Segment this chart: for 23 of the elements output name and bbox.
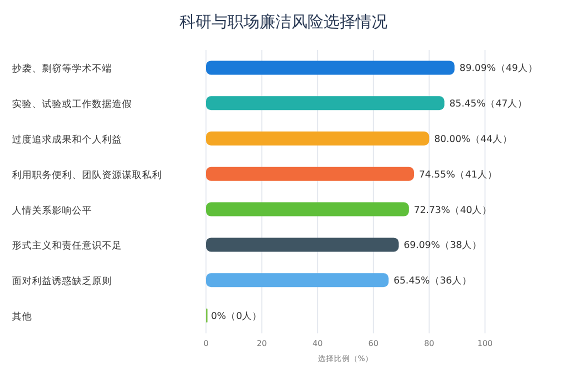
x-tick-label: 40 [312,339,323,348]
data-label: 0%（0人） [211,311,262,322]
data-label: 89.09%（49人） [460,63,538,74]
x-tick-label: 100 [477,339,493,348]
x-tick-label: 80 [424,339,434,348]
chart-title: 科研与职场廉洁风险选择情况 [180,12,388,31]
data-label: 72.73%（40人） [414,204,492,216]
y-tick-label: 利用职务便利、团队资源谋取私利 [12,168,162,181]
data-label: 69.09%（38人） [404,240,482,252]
y-tick-label: 实验、试验或工作数据造假 [12,98,132,110]
y-tick-label: 面对利益诱惑缺乏原则 [12,275,112,288]
y-tick-label: 抄袭、剽窃等学术不端 [12,62,112,75]
x-tick-label: 0 [203,339,209,348]
y-tick-label: 过度追求成果和个人利益 [12,134,122,146]
y-tick-label: 其他 [12,310,32,322]
y-tick-label: 人情关系影响公平 [12,204,92,216]
x-tick-label: 20 [256,339,267,348]
x-tick-label: 60 [368,339,378,348]
data-label: 85.45%（47人） [449,98,528,110]
data-label: 74.55%（41人） [418,169,498,180]
data-label: 80.00%（44人） [434,134,513,145]
y-tick-label: 形式主义和责任意识不足 [12,240,122,252]
data-label: 65.45%（36人） [394,276,472,287]
